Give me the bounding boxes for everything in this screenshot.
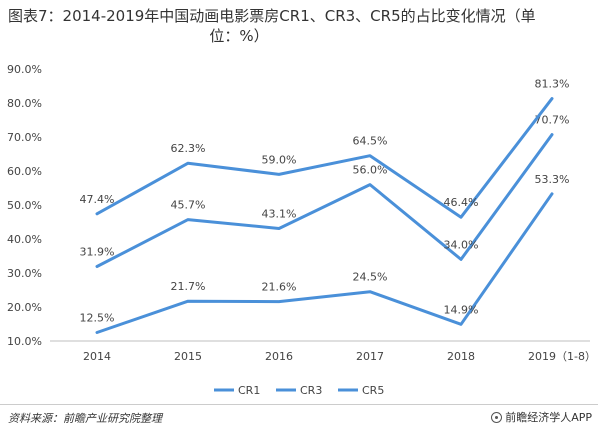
y-tick-label: 70.0% [7,131,42,144]
legend-label: CR1 [238,384,260,397]
data-label: 59.0% [262,153,297,166]
x-tick-label: 2019（1-8） [528,350,596,363]
y-tick-label: 30.0% [7,267,42,280]
series-line-cr3 [95,133,554,268]
legend-label: CR3 [300,384,322,397]
data-label: 12.5% [80,312,115,325]
y-tick-label: 90.0% [7,63,42,76]
data-label: 62.3% [171,142,206,155]
data-label: 64.5% [353,135,388,148]
brand-name: 前瞻经济学人APP [505,411,592,424]
data-label: 56.0% [353,164,388,177]
source-note: 资料来源：前瞻产业研究院整理 [8,412,162,425]
y-tick-label: 80.0% [7,97,42,110]
x-tick-label: 2015 [174,350,202,363]
data-label: 46.4% [444,196,479,209]
x-tick-label: 2018 [447,350,475,363]
y-tick-label: 50.0% [7,199,42,212]
data-label: 47.4% [80,193,115,206]
x-tick-label: 2017 [356,350,384,363]
data-label: 31.9% [80,246,115,259]
chart-title-line2: 位：%） [209,27,269,45]
series-line-cr5 [95,97,554,219]
y-tick-label: 60.0% [7,165,42,178]
data-label: 21.7% [171,280,206,293]
data-label: 53.3% [535,173,570,186]
data-label: 21.6% [262,281,297,294]
chart-title-line1: 图表7：2014-2019年中国动画电影票房CR1、CR3、CR5的占比变化情况… [8,7,536,25]
legend-label: CR5 [362,384,384,397]
x-tick-label: 2014 [83,350,111,363]
chart-title: 图表7：2014-2019年中国动画电影票房CR1、CR3、CR5的占比变化情况… [8,6,590,46]
x-tick-label: 2016 [265,350,293,363]
y-tick-label: 40.0% [7,233,42,246]
data-label: 34.0% [444,238,479,251]
data-label: 43.1% [262,207,297,220]
data-label: 45.7% [171,199,206,212]
brand-badge: 前瞻经济学人APP [491,409,592,425]
y-tick-label: 10.0% [7,335,42,348]
series-line-cr1 [95,192,554,334]
data-label: 24.5% [353,271,388,284]
data-label: 14.9% [444,303,479,316]
circle-logo-icon [491,411,503,423]
y-tick-label: 20.0% [7,301,42,314]
data-label: 81.3% [535,78,570,91]
footer-divider [0,404,598,405]
data-label: 70.7% [535,114,570,127]
